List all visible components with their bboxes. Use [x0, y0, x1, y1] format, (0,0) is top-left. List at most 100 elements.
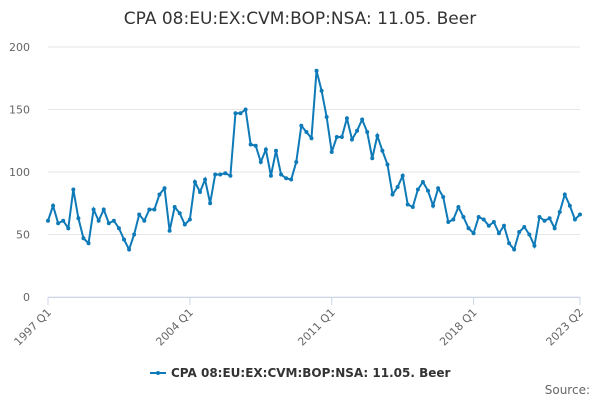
data-point	[198, 190, 202, 194]
data-point	[314, 68, 319, 73]
data-point	[268, 173, 273, 178]
data-point	[390, 192, 395, 197]
data-point	[319, 88, 324, 93]
data-point	[496, 231, 501, 236]
data-point	[208, 201, 213, 206]
legend-marker	[156, 371, 160, 375]
data-point	[167, 228, 172, 233]
x-tick-label: 2004 Q1	[153, 306, 196, 349]
data-point	[355, 128, 360, 133]
data-point	[380, 148, 385, 153]
data-point	[415, 187, 420, 192]
data-point	[507, 241, 512, 246]
data-point	[486, 223, 491, 228]
data-point	[426, 188, 430, 193]
data-point	[350, 137, 354, 142]
data-point	[243, 107, 248, 112]
data-point	[137, 212, 142, 217]
data-point	[127, 247, 132, 252]
data-point	[51, 203, 56, 208]
data-point	[532, 243, 537, 248]
data-point	[111, 218, 116, 223]
data-point	[132, 232, 137, 237]
data-point	[152, 207, 157, 212]
data-point	[339, 135, 344, 139]
data-point	[91, 207, 96, 212]
data-point	[106, 221, 111, 226]
data-point	[56, 221, 61, 226]
data-point	[258, 160, 263, 164]
x-tick-label: 2023 Q2	[544, 306, 587, 349]
data-point	[218, 172, 223, 177]
source: Source:	[545, 383, 590, 397]
data-point	[466, 226, 471, 231]
data-point	[360, 117, 365, 122]
data-point	[203, 177, 208, 182]
data-point	[76, 216, 81, 221]
data-point	[177, 211, 182, 216]
data-point	[122, 237, 126, 242]
data-point	[446, 220, 451, 224]
data-point	[410, 205, 415, 209]
data-point	[284, 176, 289, 181]
data-point	[451, 217, 456, 222]
data-point	[578, 212, 582, 217]
data-point	[162, 186, 167, 191]
data-point	[400, 173, 405, 178]
data-point	[552, 226, 557, 231]
data-point	[522, 225, 527, 229]
data-point	[299, 123, 304, 128]
data-point	[527, 232, 532, 237]
data-point	[557, 210, 562, 214]
data-point	[238, 111, 243, 116]
data-point	[456, 205, 461, 209]
data-point	[142, 218, 147, 223]
data-point	[324, 115, 329, 119]
data-point	[101, 207, 106, 212]
data-point	[572, 217, 577, 222]
data-point	[395, 185, 400, 189]
data-point	[491, 220, 496, 224]
x-tick-label: 2011 Q1	[295, 306, 338, 349]
data-point	[370, 156, 375, 161]
y-tick-label: 100	[9, 166, 30, 179]
data-point	[304, 130, 309, 134]
data-point	[542, 218, 547, 223]
data-point	[441, 195, 446, 199]
data-point	[192, 180, 197, 184]
data-point	[223, 171, 228, 176]
data-point	[537, 215, 542, 219]
data-point	[329, 150, 334, 154]
data-point	[187, 217, 192, 222]
data-point	[116, 226, 121, 231]
data-point	[96, 218, 101, 223]
data-point	[567, 203, 572, 208]
y-tick-label: 150	[9, 104, 30, 117]
data-point	[517, 230, 522, 234]
data-point	[547, 216, 552, 221]
data-point	[147, 207, 152, 212]
data-point	[253, 143, 258, 148]
data-point	[502, 223, 506, 228]
data-point	[71, 187, 76, 192]
x-tick-label: 1997 Q1	[12, 306, 55, 349]
data-point	[481, 217, 486, 222]
y-tick-label: 50	[16, 229, 30, 242]
y-tick-label: 0	[23, 291, 30, 304]
data-point	[476, 215, 481, 219]
data-point	[461, 215, 466, 219]
chart-title: CPA 08:EU:EX:CVM:BOP:NSA: 11.05. Beer	[124, 9, 476, 29]
data-point	[289, 177, 294, 182]
data-point	[279, 172, 284, 177]
data-point	[385, 162, 390, 167]
data-point	[375, 133, 380, 138]
data-point	[274, 148, 278, 153]
data-point	[182, 222, 187, 227]
data-point	[420, 180, 425, 184]
series-line	[47, 70, 581, 253]
data-point	[81, 236, 86, 241]
y-tick-label: 200	[9, 41, 30, 54]
x-tick-label: 2018 Q1	[437, 306, 480, 349]
data-point	[365, 130, 370, 134]
